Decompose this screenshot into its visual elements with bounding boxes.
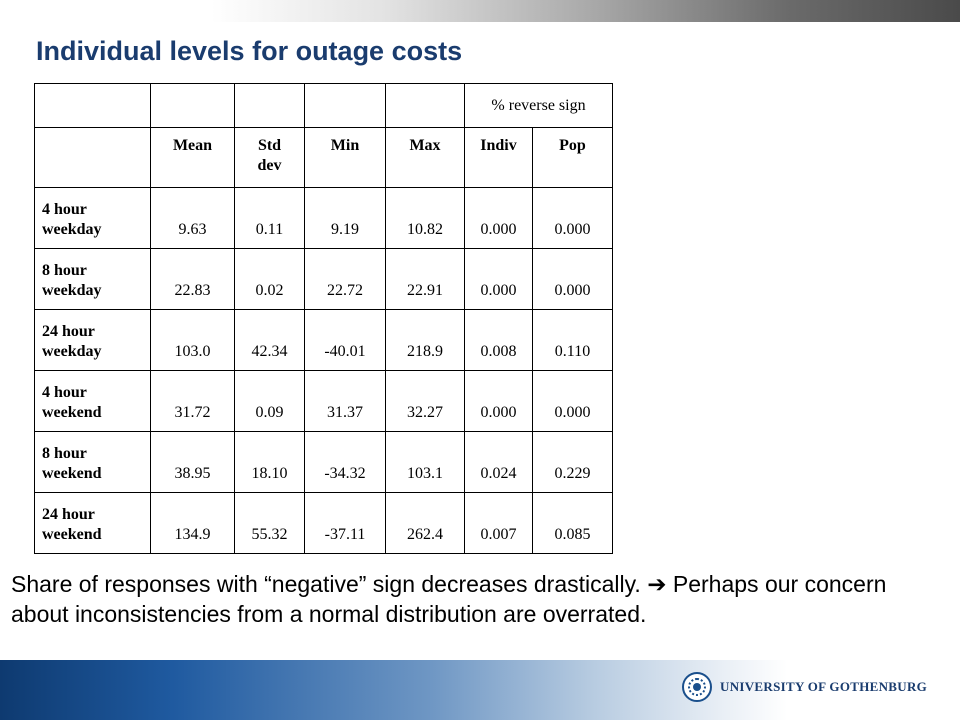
cell-indiv: 0.000 xyxy=(464,248,533,310)
cell-mean: 9.63 xyxy=(150,187,235,249)
table-row: 24 hour weekday 103.0 42.34 -40.01 218.9… xyxy=(34,309,613,371)
note-text-part2: Perhaps our concern about inconsistencie… xyxy=(11,571,887,627)
row-label: 24 hour weekend xyxy=(34,492,151,554)
cell-indiv: 0.000 xyxy=(464,370,533,432)
cell-std-dev: 18.10 xyxy=(234,431,305,493)
row-label: 8 hour weekend xyxy=(34,431,151,493)
table-header-cell xyxy=(304,83,386,128)
table-header-cell xyxy=(34,83,151,128)
table-group-header-row: % reverse sign xyxy=(34,83,613,128)
cell-pop: 0.000 xyxy=(532,370,613,432)
cell-pop: 0.085 xyxy=(532,492,613,554)
cell-indiv: 0.007 xyxy=(464,492,533,554)
table-row: 4 hour weekend 31.72 0.09 31.37 32.27 0.… xyxy=(34,370,613,432)
column-header-std-dev: Std dev xyxy=(234,127,305,188)
cell-min: 31.37 xyxy=(304,370,386,432)
cell-mean: 103.0 xyxy=(150,309,235,371)
cell-std-dev: 0.02 xyxy=(234,248,305,310)
table-header-cell xyxy=(150,83,235,128)
table-row: 24 hour weekend 134.9 55.32 -37.11 262.4… xyxy=(34,492,613,554)
outage-costs-table: % reverse sign Mean Std dev Min Max Indi… xyxy=(34,83,613,554)
column-header-max: Max xyxy=(385,127,465,188)
table-header-cell xyxy=(234,83,305,128)
cell-mean: 134.9 xyxy=(150,492,235,554)
note-text-part1: Share of responses with “negative” sign … xyxy=(11,571,641,597)
slide-title: Individual levels for outage costs xyxy=(36,36,463,66)
table-row: 4 hour weekday 9.63 0.11 9.19 10.82 0.00… xyxy=(34,187,613,249)
column-header-indiv: Indiv xyxy=(464,127,533,188)
cell-max: 218.9 xyxy=(385,309,465,371)
row-label: 8 hour weekday xyxy=(34,248,151,310)
cell-min: -40.01 xyxy=(304,309,386,371)
slide-note: Share of responses with “negative” sign … xyxy=(11,570,911,629)
cell-pop: 0.110 xyxy=(532,309,613,371)
header-gradient-band xyxy=(0,0,960,22)
university-name: UNIVERSITY OF GOTHENBURG xyxy=(720,679,928,694)
university-seal-icon xyxy=(682,672,712,702)
table-row: 8 hour weekend 38.95 18.10 -34.32 103.1 … xyxy=(34,431,613,493)
cell-min: -34.32 xyxy=(304,431,386,493)
reverse-sign-group-header: % reverse sign xyxy=(464,83,613,128)
cell-mean: 31.72 xyxy=(150,370,235,432)
cell-max: 262.4 xyxy=(385,492,465,554)
cell-min: 22.72 xyxy=(304,248,386,310)
cell-pop: 0.000 xyxy=(532,187,613,249)
cell-std-dev: 55.32 xyxy=(234,492,305,554)
cell-indiv: 0.008 xyxy=(464,309,533,371)
cell-max: 22.91 xyxy=(385,248,465,310)
university-logo: UNIVERSITY OF GOTHENBURG xyxy=(682,670,927,704)
cell-max: 103.1 xyxy=(385,431,465,493)
table-row: 8 hour weekday 22.83 0.02 22.72 22.91 0.… xyxy=(34,248,613,310)
cell-indiv: 0.000 xyxy=(464,187,533,249)
column-header-mean: Mean xyxy=(150,127,235,188)
cell-indiv: 0.024 xyxy=(464,431,533,493)
cell-mean: 22.83 xyxy=(150,248,235,310)
cell-std-dev: 42.34 xyxy=(234,309,305,371)
row-label: 4 hour weekend xyxy=(34,370,151,432)
cell-max: 32.27 xyxy=(385,370,465,432)
table-header-cell xyxy=(385,83,465,128)
cell-pop: 0.000 xyxy=(532,248,613,310)
column-header-std-dev-label: Std dev xyxy=(257,137,282,174)
cell-max: 10.82 xyxy=(385,187,465,249)
cell-mean: 38.95 xyxy=(150,431,235,493)
table-column-header-row: Mean Std dev Min Max Indiv Pop xyxy=(34,127,613,188)
column-header-blank xyxy=(34,127,151,188)
column-header-pop: Pop xyxy=(532,127,613,188)
cell-std-dev: 0.11 xyxy=(234,187,305,249)
cell-min: 9.19 xyxy=(304,187,386,249)
cell-pop: 0.229 xyxy=(532,431,613,493)
arrow-right-icon: ➔ xyxy=(647,572,667,598)
footer-gradient-band xyxy=(0,660,960,720)
cell-std-dev: 0.09 xyxy=(234,370,305,432)
cell-min: -37.11 xyxy=(304,492,386,554)
row-label: 24 hour weekday xyxy=(34,309,151,371)
row-label: 4 hour weekday xyxy=(34,187,151,249)
column-header-min: Min xyxy=(304,127,386,188)
